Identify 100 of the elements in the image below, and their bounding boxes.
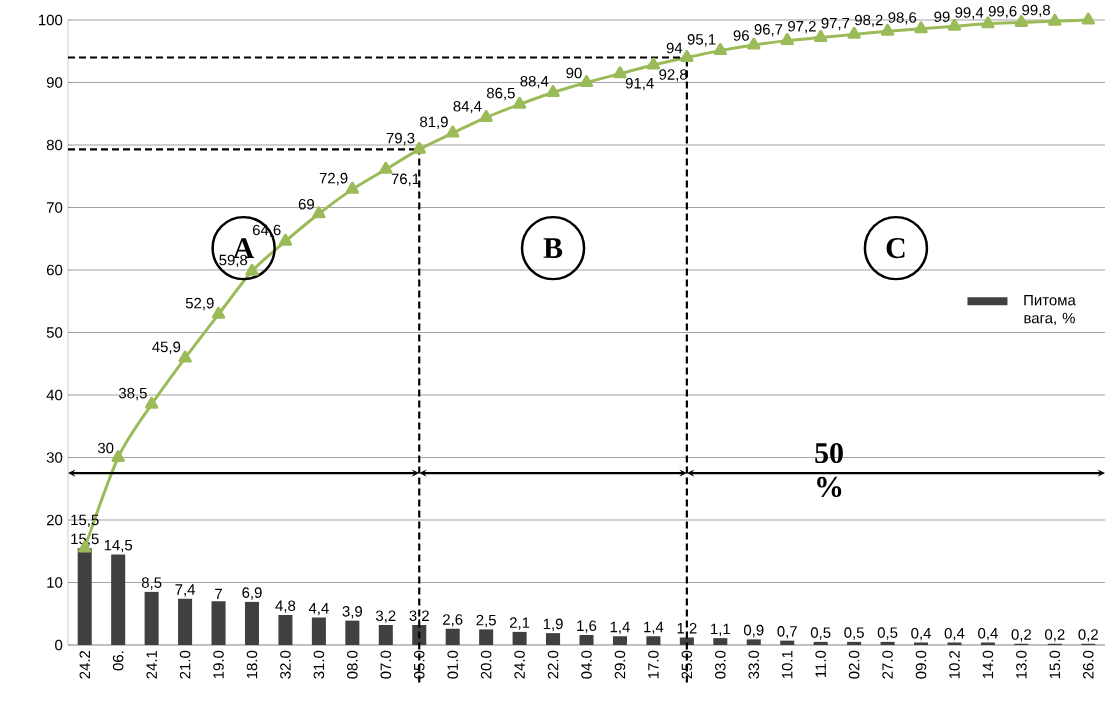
data-label: 97,2: [788, 20, 816, 34]
data-label: 52,9: [185, 297, 214, 311]
data-label: 81,9: [420, 116, 448, 129]
data-label: 99,8: [1022, 4, 1050, 18]
bar: [77, 548, 92, 645]
data-label: 96,7: [754, 24, 783, 37]
data-label: 95,1: [687, 34, 716, 47]
annotation: 50 %: [815, 442, 843, 498]
x-tick-label: 02.0: [848, 650, 860, 679]
bar: [746, 639, 761, 645]
data-label: 98,2: [854, 14, 883, 28]
point: [1081, 12, 1095, 25]
bar: [880, 641, 895, 645]
data-label: 6,9: [242, 587, 262, 600]
bar: [111, 554, 126, 645]
data-label: 76,1: [391, 173, 420, 186]
point: [379, 161, 393, 174]
data-label: 1,4: [644, 621, 664, 635]
x-tick-label: 33.0: [748, 650, 760, 679]
data-label: 1,2: [677, 622, 697, 636]
data-label: 79,3: [386, 132, 415, 146]
data-label: 99: [934, 11, 950, 23]
legend-label: Питома вага, %: [1024, 294, 1076, 326]
bar: [445, 628, 460, 645]
data-label: 98,6: [888, 12, 917, 25]
x-tick-label: 31.0: [313, 650, 325, 679]
data-label: 4,4: [308, 603, 329, 616]
data-label: 0,5: [877, 627, 898, 640]
bar: [813, 641, 828, 645]
x-tick-label: 10.2: [949, 650, 960, 679]
y-tick-label: 50: [46, 327, 63, 338]
data-label: 0,4: [944, 627, 965, 641]
y-tick-label: 100: [39, 14, 63, 26]
x-tick-label: 08.0: [347, 650, 358, 679]
y-tick-label: 40: [46, 389, 63, 401]
x-tick-label: 03.0: [715, 650, 726, 679]
point: [178, 350, 192, 363]
data-label: 97,7: [821, 17, 850, 31]
data-label: 0,2: [1045, 629, 1065, 642]
data-label: 0,5: [810, 627, 831, 640]
data-label: 0,5: [844, 627, 864, 640]
data-label: 1,1: [711, 623, 730, 636]
x-tick-label: 29.0: [614, 650, 626, 679]
x-tick-label: 07.0: [380, 650, 392, 679]
bar: [412, 625, 427, 645]
data-label: 1,4: [610, 621, 630, 635]
data-label: 0,4: [911, 627, 931, 641]
point: [613, 66, 627, 79]
point: [1048, 13, 1062, 26]
x-tick-label: 13.0: [1016, 650, 1027, 679]
x-tick-label: 17.0: [648, 650, 659, 679]
x-tick-label: 22.0: [547, 650, 559, 679]
y-tick-label: 20: [46, 514, 63, 526]
bar: [612, 636, 627, 645]
data-label: 3,9: [342, 606, 363, 619]
data-label: 90: [566, 67, 582, 79]
x-tick-label: 26.0: [1082, 650, 1094, 679]
bar: [847, 641, 862, 645]
x-tick-label: 32.0: [280, 650, 291, 679]
bar: [244, 601, 260, 645]
point: [646, 57, 661, 70]
x-tick-label: 24.1: [146, 650, 157, 679]
x-tick-label: 24.2: [79, 650, 90, 679]
y-tick-label: 70: [46, 202, 63, 213]
x-tick-label: 20.0: [480, 650, 492, 679]
data-label: 0,9: [743, 624, 764, 638]
point: [312, 206, 326, 219]
bar: [345, 620, 360, 645]
data-label: 2,5: [476, 614, 496, 628]
data-label: 96: [733, 30, 749, 41]
point: [245, 263, 259, 276]
data-label: 4,8: [275, 600, 296, 613]
data-label: 99,4: [955, 7, 984, 20]
data-label: 14,5: [104, 539, 133, 553]
bar: [278, 615, 293, 645]
y-tick-label: 10: [47, 577, 63, 588]
data-label: 2,1: [509, 617, 530, 630]
bar: [512, 631, 527, 645]
data-label: 0,7: [777, 626, 797, 639]
data-label: 38,5: [118, 387, 147, 401]
data-label: 3,2: [375, 610, 396, 623]
data-label: 72,9: [319, 172, 348, 186]
x-tick-label: 06.: [112, 651, 124, 671]
bar: [713, 638, 728, 645]
bar: [144, 591, 159, 645]
data-label: 8,5: [141, 577, 162, 590]
x-tick-label: 10.1: [781, 650, 793, 679]
x-tick-label: 27.0: [882, 650, 893, 679]
data-label: 2,6: [443, 614, 463, 627]
data-label: 0,2: [1078, 629, 1098, 642]
y-tick-label: 30: [46, 452, 63, 463]
data-label: 0,2: [1011, 629, 1032, 642]
data-label: 1,6: [577, 620, 597, 633]
y-tick-label: 90: [46, 77, 63, 88]
data-label: 1,9: [543, 618, 563, 631]
data-label: 45,9: [152, 341, 181, 354]
x-tick-label: 09.0: [915, 650, 927, 679]
data-label: 30: [97, 442, 114, 454]
data-label: 86,5: [486, 87, 515, 101]
data-label: 7,4: [175, 584, 196, 597]
